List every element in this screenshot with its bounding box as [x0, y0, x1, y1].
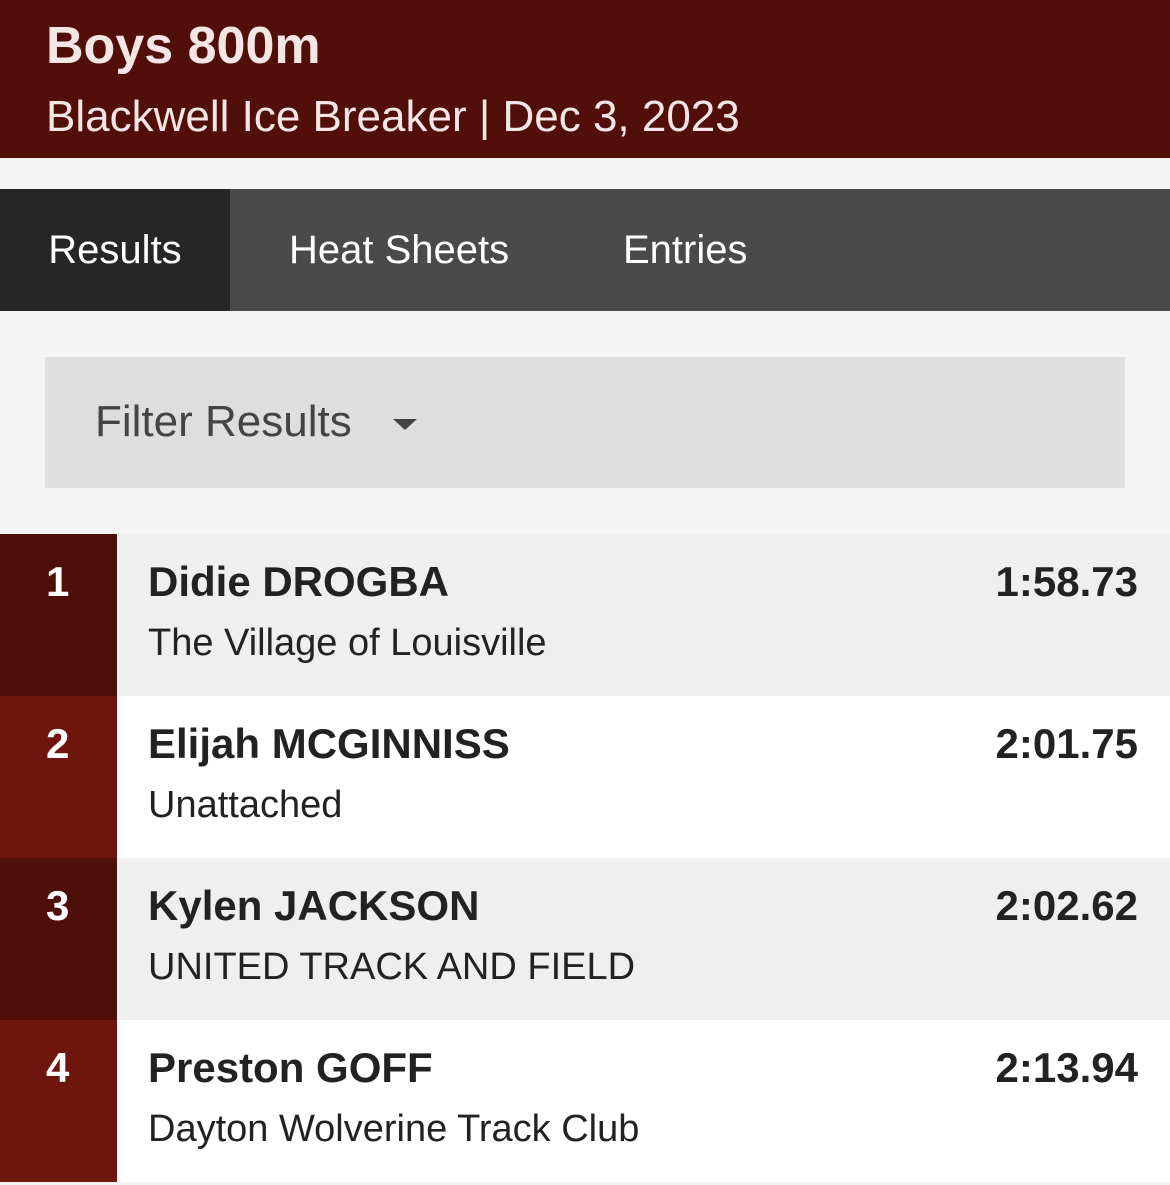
place: 4	[46, 1044, 70, 1091]
tab[interactable]: Heat Sheets	[289, 228, 510, 272]
caret-icon	[393, 419, 417, 430]
place-cell: 2	[0, 696, 117, 858]
filter-label: Filter Results	[95, 397, 352, 446]
place: 1	[46, 558, 70, 605]
time: 2:13.94	[995, 1044, 1138, 1091]
place: 2	[46, 720, 70, 767]
time: 1:58.73	[995, 558, 1138, 605]
place-cell: 3	[0, 858, 117, 1020]
filter-dropdown[interactable]: Filter Results	[45, 357, 1125, 488]
athlete-name: Preston GOFF	[148, 1044, 433, 1091]
tab-bar: Results Heat Sheets Entries	[0, 189, 1170, 311]
subtitle: Blackwell Ice Breaker | Dec 3, 2023	[46, 92, 740, 141]
title: Boys 800m	[46, 17, 321, 75]
place: 3	[46, 882, 70, 929]
tab[interactable]: Entries	[623, 228, 748, 272]
athlete-name: Elijah MCGINNISS	[148, 720, 510, 767]
place-cell: 4	[0, 1020, 117, 1182]
time: 2:02.62	[995, 882, 1138, 929]
result-row[interactable]: 2 Elijah MCGINNISS 2:01.75 Unattached	[0, 696, 1170, 858]
team-name: Unattached	[148, 784, 343, 826]
team-name: Dayton Wolverine Track Club	[148, 1108, 640, 1150]
tab[interactable]: Results	[0, 189, 230, 311]
team-name: UNITED TRACK AND FIELD	[148, 946, 636, 988]
result-row[interactable]: 3 Kylen JACKSON 2:02.62 UNITED TRACK AND FI…	[0, 858, 1170, 1020]
athlete-name: Didie DROGBA	[148, 558, 450, 605]
result-row[interactable]: 1 Didie DROGBA 1:58.73 The Village of Louis…	[0, 534, 1170, 696]
time: 2:01.75	[995, 720, 1138, 767]
header: Boys 800m Blackwell Ice Breaker | Dec 3,…	[0, 0, 1170, 158]
result-row[interactable]: 4 Preston GOFF 2:13.94 Dayton Wolverine Tra…	[0, 1020, 1170, 1182]
team-name: The Village of Louisville	[148, 622, 547, 664]
athlete-name: Kylen JACKSON	[148, 882, 480, 929]
place-cell: 1	[0, 534, 117, 696]
